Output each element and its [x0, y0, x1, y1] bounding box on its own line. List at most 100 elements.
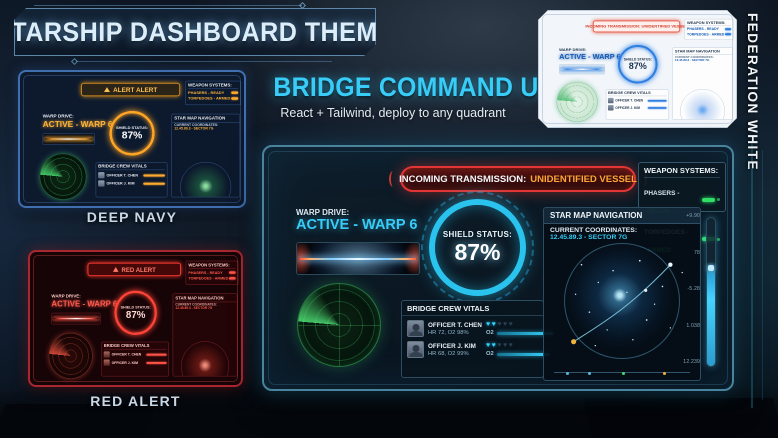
crew-row: OFFICER T. CHEN	[98, 172, 165, 179]
health-hearts: ♥♥♥♥♥	[486, 342, 549, 349]
crew-avatar	[98, 172, 105, 179]
deep-navy-theme-card[interactable]: ALERT ALERT WEAPON SYSTEMS: PHASERS - RE…	[18, 70, 246, 208]
crew-name: OFFICER T. CHEN	[111, 352, 142, 357]
torpedoes-indicator[interactable]	[229, 277, 236, 280]
destination-star	[668, 262, 673, 267]
coordinates-label: CURRENT COORDINATES:	[174, 123, 219, 127]
vitals-bar	[648, 100, 667, 102]
crew-vitals-title: BRIDGE CREW VITALS	[608, 91, 667, 96]
shield-status-label: SHIELD STATUS:	[623, 57, 652, 62]
radar-display	[297, 283, 381, 367]
vitals-bar	[648, 107, 667, 109]
vertical-gauge-slider[interactable]	[706, 217, 716, 367]
theme-title-box: STARSHIP DASHBOARD THEME	[14, 8, 376, 56]
weapon-systems-panel: WEAPON SYSTEMS: PHASERS -READY TORPEDOES…	[638, 162, 726, 254]
shield-status-label: SHIELD STATUS:	[442, 229, 513, 239]
shield-status-gauge: SHIELD STATUS: 87%	[109, 110, 155, 156]
radar-display	[48, 333, 93, 379]
crew-avatar	[608, 105, 614, 110]
coordinates-value: 12.45.89.3 - SECTOR 7G	[175, 306, 213, 310]
transmission-label: INCOMING TRANSMISSION:	[399, 173, 527, 185]
federation-white-theme-card[interactable]: INCOMING TRANSMISSION: UNIDENTIFIED VESS…	[538, 10, 737, 128]
bridge-crew-vitals-panel: BRIDGE CREW VITALS OFFICER T. CHEN OFFIC…	[101, 341, 169, 377]
deep-navy-dashboard: ALERT ALERT WEAPON SYSTEMS: PHASERS - RE…	[22, 74, 244, 206]
phasers-indicator[interactable]	[725, 28, 731, 30]
phasers-status: PHASERS - READY	[687, 27, 719, 32]
star-map-panel: STAR MAP NAVIGATION CURRENT COORDINATES:…	[672, 47, 732, 119]
warp-drive-value: ACTIVE - WARP 6	[559, 52, 621, 61]
star-map-title: STAR MAP NAVIGATION	[171, 114, 240, 123]
torpedoes-indicator[interactable]	[725, 33, 731, 35]
theme-title: STARSHIP DASHBOARD THEME	[0, 16, 396, 47]
shield-ring: SHIELD STATUS: 87%	[429, 199, 526, 296]
phasers-indicator[interactable]	[229, 271, 236, 274]
warp-core-visualization	[42, 133, 95, 145]
phasers-status: PHASERS - READY	[188, 90, 225, 95]
warp-drive-value: ACTIVE - WARP 6	[42, 119, 113, 129]
coordinates-label: CURRENT COORDINATES:	[175, 303, 217, 307]
timeline-dot	[588, 372, 591, 375]
phasers-toggle[interactable]	[702, 197, 715, 202]
vitals-bar	[143, 182, 165, 185]
torpedoes-indicator[interactable]	[231, 97, 239, 100]
warp-beam	[44, 138, 93, 140]
bridge-crew-vitals-panel: BRIDGE CREW VITALS OFFICER T. CHEN OFFIC…	[95, 162, 168, 198]
phasers-led	[717, 198, 720, 201]
coordinates-value: 12.45.89.3 - SECTOR 7G	[674, 58, 710, 62]
gauge-tick: -5.28	[687, 286, 700, 292]
radar-sweep	[40, 154, 86, 200]
red-alert-label: RED ALERT	[90, 393, 181, 409]
warp-drive-label: WARP DRIVE:	[51, 293, 81, 299]
warp-beam	[300, 257, 416, 260]
shield-status-value: 87%	[454, 238, 501, 265]
shield-status-gauge: SHIELD STATUS: 87%	[114, 290, 157, 335]
deep-navy-label: DEEP NAVY	[86, 209, 178, 225]
shield-status-gauge: SHIELD STATUS: 87%	[618, 45, 658, 84]
o2-label: O2	[486, 351, 494, 357]
federation-white-label: FEDERATION WHITE	[745, 13, 760, 171]
hero-heading: BRIDGE COMMAND UI React + Tailwind, depl…	[263, 72, 545, 120]
torpedoes-led	[717, 237, 720, 241]
warning-icon	[103, 87, 110, 92]
crew-vitals: HR 72, O2 98%	[428, 329, 469, 336]
star-map-title: STAR MAP NAVIGATION	[173, 294, 237, 303]
weapon-systems-panel: WEAPON SYSTEMS: PHASERS - READY TORPEDOE…	[684, 19, 733, 40]
transmission-value: UNIDENTIFIED VESSEL	[530, 173, 637, 185]
radar-sweep	[49, 333, 93, 379]
incoming-transmission-banner: INCOMING TRANSMISSION: UNIDENTIFIED VESS…	[389, 166, 647, 192]
star-map-panel: STAR MAP NAVIGATION CURRENT COORDINATES:…	[172, 293, 238, 377]
alert-banner-text: ALERT ALERT	[113, 85, 158, 94]
console-silhouette-left	[0, 404, 156, 438]
crew-name: OFFICER T. CHEN	[615, 98, 644, 103]
crew-vitals: HR 68, O2 99%	[428, 350, 469, 357]
phasers-indicator[interactable]	[231, 91, 239, 94]
window-strut	[751, 138, 753, 408]
coordinates-label: CURRENT COORDINATES:	[550, 227, 638, 234]
o2-bar	[496, 331, 553, 335]
vitals-bar	[143, 174, 165, 177]
crew-row: OFFICER J. KIM	[103, 359, 167, 366]
star-map-title: STAR MAP NAVIGATION	[544, 208, 700, 224]
alert-banner: RED ALERT	[87, 262, 181, 277]
transmission-banner-text: INCOMING TRANSMISSION: UNIDENTIFIED VESS…	[585, 24, 688, 29]
star-map-title: STAR MAP NAVIGATION	[673, 48, 733, 55]
gauge-thumb[interactable]	[708, 265, 714, 272]
alert-banner: ALERT ALERT	[80, 82, 181, 97]
waypoint-marker[interactable]	[571, 339, 577, 345]
warp-drive-value: ACTIVE - WARP 6	[51, 299, 118, 309]
warp-core-visualization	[51, 312, 101, 325]
main-dashboard: INCOMING TRANSMISSION: UNIDENTIFIED VESS…	[262, 145, 734, 391]
warp-drive-value: ACTIVE - WARP 6	[296, 217, 418, 233]
weapon-systems-panel: WEAPON SYSTEMS: PHASERS - READY TORPEDOE…	[185, 80, 242, 106]
torpedoes-status: TORPEDOES - ARMED	[188, 96, 231, 101]
star-map	[544, 243, 700, 379]
crew-row: OFFICER J. KIM	[608, 105, 667, 110]
crew-vitals-title: BRIDGE CREW VITALS	[98, 164, 165, 171]
red-alert-theme-card[interactable]: RED ALERT WEAPON SYSTEMS: PHASERS - READ…	[28, 250, 243, 387]
weapon-systems-title: WEAPON SYSTEMS:	[687, 21, 731, 26]
weapon-systems-title: WEAPON SYSTEMS:	[188, 83, 239, 90]
crew-name: OFFICER J. KIM	[111, 360, 139, 365]
console-silhouette-right	[583, 398, 778, 438]
weapon-systems-title: WEAPON SYSTEMS:	[644, 166, 720, 178]
bridge-crew-vitals-panel: BRIDGE CREW VITALS OFFICER T. CHEN HR 72…	[401, 300, 553, 378]
